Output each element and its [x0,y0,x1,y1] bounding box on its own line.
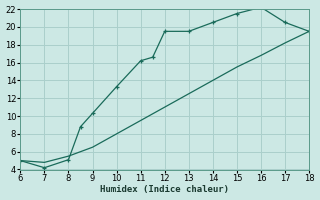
X-axis label: Humidex (Indice chaleur): Humidex (Indice chaleur) [100,185,229,194]
